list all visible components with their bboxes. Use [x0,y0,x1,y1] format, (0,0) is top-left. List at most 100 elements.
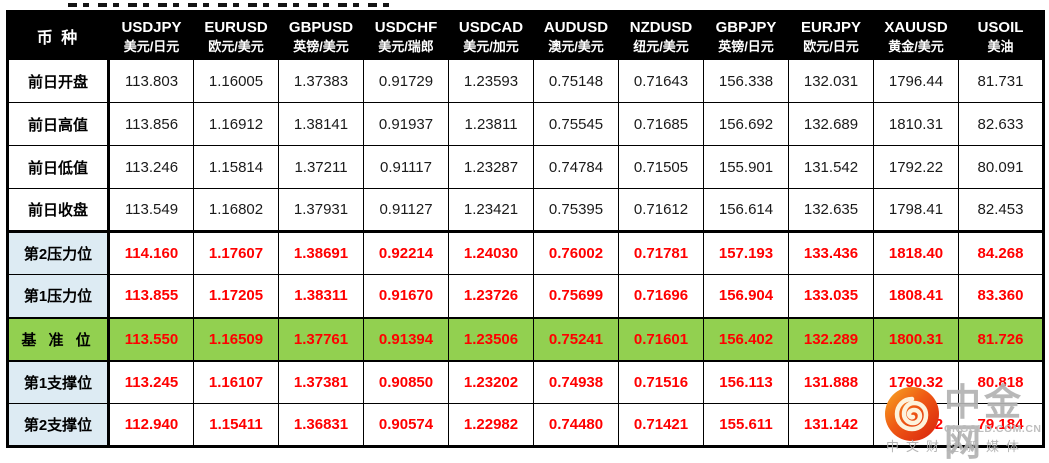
value-cell: 1.17205 [193,274,279,318]
value-cell: 0.74938 [533,360,619,404]
row-label: 第2压力位 [7,230,110,275]
value-cell: 112.940 [108,403,194,447]
value-cell: 84.268 [958,230,1044,275]
value-cell: 0.74784 [533,145,619,189]
clipped-title-fragment [68,3,390,7]
value-cell: 156.692 [703,102,789,146]
value-cell: 156.614 [703,188,789,232]
column-header-xauusd: XAUUSD 黄金/美元 [873,11,959,60]
page: { "colors": { "header_bg": "#000000", "h… [6,3,1045,463]
table-row: 第2支撑位 112.940 1.15411 1.36831 0.90574 1.22982… [7,403,1044,447]
row-label: 第1压力位 [7,274,110,318]
row-label: 基 准 位 [7,316,110,362]
value-cell: 1.37383 [278,59,364,103]
table-header-row: 币 种 USDJPY 美元/日元 EURUSD 欧元/美元 GBPUSD 英镑/美元 USD… [7,11,1044,60]
value-cell: 113.550 [108,316,194,362]
value-cell: 0.75545 [533,102,619,146]
value-cell: 1798.41 [873,188,959,232]
row-label: 第1支撑位 [7,360,110,404]
value-cell: 0.91937 [363,102,449,146]
value-cell: 132.289 [788,316,874,362]
value-cell: 113.246 [108,145,194,189]
value-cell: 1.23811 [448,102,534,146]
column-header-usoil: USOIL 美油 [958,11,1044,60]
value-cell: 0.91117 [363,145,449,189]
value-cell: 1.36831 [278,403,364,447]
value-cell: 156.113 [703,360,789,404]
value-cell: 0.71643 [618,59,704,103]
table-row: 第1压力位 113.855 1.17205 1.38311 0.91670 1.23726… [7,274,1044,318]
column-header-usdchf: USDCHF 美元/瑞郎 [363,11,449,60]
value-cell: 155.901 [703,145,789,189]
value-cell: 133.436 [788,230,874,275]
value-cell: 131.142 [788,403,874,447]
value-cell: 82.453 [958,188,1044,232]
value-cell: 1.38311 [278,274,364,318]
column-header-gbpusd: GBPUSD 英镑/美元 [278,11,364,60]
table-row: 基 准 位 113.550 1.16509 1.37761 0.91394 1.23506… [7,316,1044,362]
row-label: 第2支撑位 [7,403,110,447]
row-label: 前日低值 [7,145,110,189]
table-row: 前日高值 113.856 1.16912 1.38141 0.91937 1.23811 0… [7,102,1044,146]
value-cell: 82.633 [958,102,1044,146]
value-cell: 113.803 [108,59,194,103]
value-cell: 1.23506 [448,316,534,362]
value-cell: 1782.22 [873,403,959,447]
value-cell: 156.338 [703,59,789,103]
value-cell: 0.91394 [363,316,449,362]
value-cell: 1.24030 [448,230,534,275]
value-cell: 157.193 [703,230,789,275]
value-cell: 83.360 [958,274,1044,318]
value-cell: 1.23593 [448,59,534,103]
value-cell: 132.635 [788,188,874,232]
value-cell: 133.035 [788,274,874,318]
value-cell: 131.888 [788,360,874,404]
table-row: 第2压力位 114.160 1.17607 1.38691 0.92214 1.24030… [7,230,1044,275]
value-cell: 1818.40 [873,230,959,275]
value-cell: 0.71601 [618,316,704,362]
row-label: 前日收盘 [7,188,110,232]
table-body: 前日开盘 113.803 1.16005 1.37383 0.91729 1.23593 0… [7,59,1044,447]
value-cell: 1.23726 [448,274,534,318]
value-cell: 155.611 [703,403,789,447]
column-header-eurjpy: EURJPY 欧元/日元 [788,11,874,60]
value-cell: 0.71421 [618,403,704,447]
value-cell: 132.689 [788,102,874,146]
value-cell: 1.37211 [278,145,364,189]
value-cell: 1.16912 [193,102,279,146]
value-cell: 1.16802 [193,188,279,232]
value-cell: 0.90850 [363,360,449,404]
column-header-gbpjpy: GBPJPY 英镑/日元 [703,11,789,60]
value-cell: 0.71505 [618,145,704,189]
table-row: 前日开盘 113.803 1.16005 1.37383 0.91729 1.23593 0… [7,59,1044,103]
column-header-usdcad: USDCAD 美元/加元 [448,11,534,60]
value-cell: 1.23287 [448,145,534,189]
column-header-audusd: AUDUSD 澳元/美元 [533,11,619,60]
value-cell: 0.75699 [533,274,619,318]
value-cell: 0.91729 [363,59,449,103]
value-cell: 80.091 [958,145,1044,189]
value-cell: 1.37761 [278,316,364,362]
value-cell: 81.731 [958,59,1044,103]
corner-cell-currency: 币 种 [7,11,110,60]
value-cell: 1.37381 [278,360,364,404]
value-cell: 0.71781 [618,230,704,275]
value-cell: 1.23202 [448,360,534,404]
table-row: 前日收盘 113.549 1.16802 1.37931 0.91127 1.23421 0… [7,188,1044,232]
value-cell: 1.37931 [278,188,364,232]
value-cell: 131.542 [788,145,874,189]
value-cell: 114.160 [108,230,194,275]
value-cell: 1.23421 [448,188,534,232]
value-cell: 0.74480 [533,403,619,447]
column-header-usdjpy: USDJPY 美元/日元 [108,11,194,60]
value-cell: 1.22982 [448,403,534,447]
value-cell: 1.17607 [193,230,279,275]
value-cell: 1.16509 [193,316,279,362]
value-cell: 0.71685 [618,102,704,146]
value-cell: 156.904 [703,274,789,318]
value-cell: 0.71696 [618,274,704,318]
value-cell: 1792.22 [873,145,959,189]
value-cell: 1.16005 [193,59,279,103]
value-cell: 113.855 [108,274,194,318]
table-row: 前日低值 113.246 1.15814 1.37211 0.91117 1.23287 0… [7,145,1044,189]
